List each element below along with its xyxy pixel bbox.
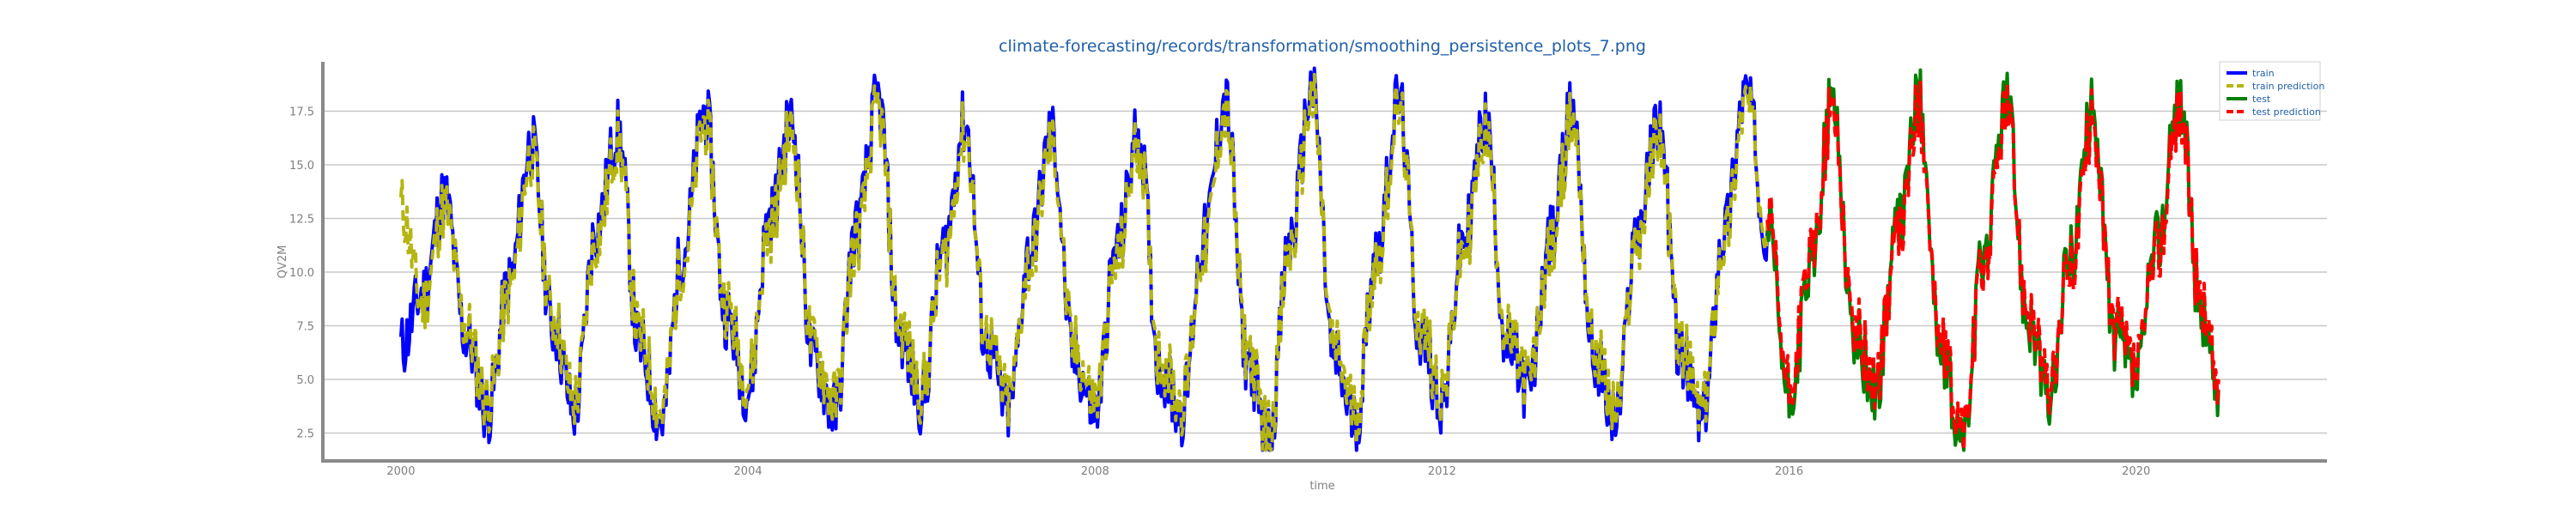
y-tick-label: 12.5: [289, 214, 314, 227]
series-layer: [398, 66, 2221, 452]
x-tick-label: 2020: [2122, 465, 2150, 478]
legend-label: test prediction: [2252, 106, 2321, 118]
y-tick-label: 17.5: [289, 106, 314, 119]
legend-label: train prediction: [2252, 81, 2324, 92]
y-tick-label: 2.5: [296, 428, 314, 441]
legend-label: train: [2252, 68, 2275, 79]
series-line-train-prediction: [398, 72, 1770, 452]
x-tick-label: 2004: [734, 465, 762, 478]
series-line-test-prediction: [1765, 78, 2221, 452]
x-tick-label: 2012: [1428, 465, 1456, 478]
y-tick-label: 5.0: [296, 374, 314, 387]
legend-box: [2219, 61, 2321, 121]
y-axis-label: QV2M: [276, 245, 289, 279]
x-axis-label: time: [1309, 480, 1334, 493]
x-tick-label: 2000: [386, 465, 415, 478]
chart-title: climate-forecasting/records/transformati…: [999, 37, 1646, 56]
series-line-train: [398, 66, 1770, 452]
x-ticks: 2000 2004 2008 2012 2016 2020: [386, 465, 2150, 478]
x-tick-label: 2008: [1081, 465, 1109, 478]
y-tick-label: 15.0: [289, 160, 314, 173]
x-tick-label: 2016: [1775, 465, 1803, 478]
y-ticks: 2.5 5.0 7.5 10.0 12.5 15.0 17.5: [289, 106, 314, 441]
y-tick-label: 7.5: [296, 321, 314, 334]
y-tick-label: 10.0: [289, 267, 314, 280]
legend-label: test: [2252, 94, 2271, 105]
